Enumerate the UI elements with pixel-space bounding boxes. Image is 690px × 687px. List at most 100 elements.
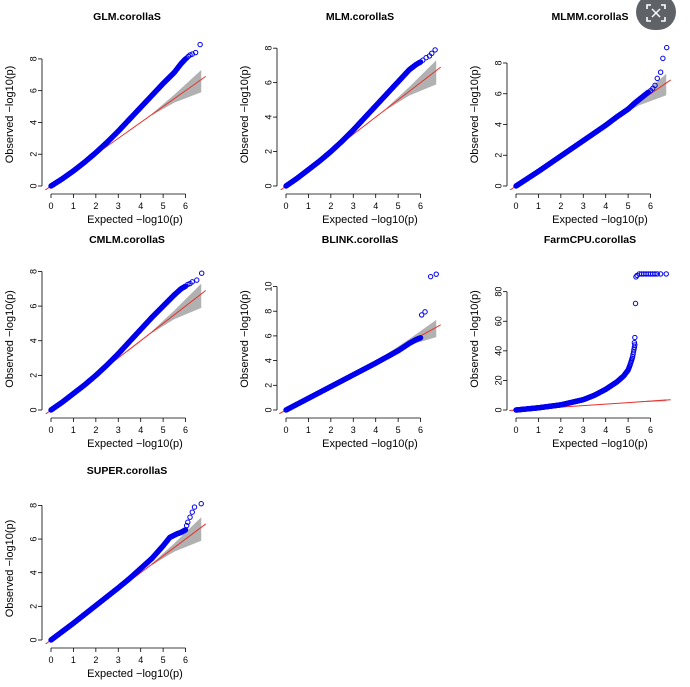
qq-point [660,55,666,62]
y-tick-label: 2 [263,383,273,388]
x-tick-label: 6 [183,655,188,665]
expand-image-button[interactable] [636,0,676,30]
y-tick-label: 0 [493,407,503,412]
qq-panel: GLM.corollaS 0 1 2 3 4 5 6 0 2 4 6 8 Expected −log10(… [4,11,207,226]
y-tick-label: 2 [263,149,273,154]
qq-point [183,522,190,529]
x-tick-label: 3 [581,425,586,435]
qq-point [189,509,195,515]
y-axis-label: Observed −log10(p) [469,66,481,164]
y-tick-label: 0 [263,407,273,412]
x-tick-label: 3 [116,201,121,211]
y-tick-label: 6 [263,80,273,85]
plot-area [44,501,207,644]
x-tick-label: 2 [558,425,563,435]
y-tick-label: 2 [28,373,38,378]
y-axis-label: Observed −log10(p) [4,66,16,164]
qq-point [198,270,205,276]
y-tick-label: 8 [263,46,273,51]
qq-point [654,271,660,277]
x-tick-label: 6 [418,425,423,435]
confidence-band [151,70,202,116]
x-tick-label: 6 [183,201,188,211]
qq-point [197,41,203,48]
plot-title: MLM.corollaS [326,11,394,23]
plot-area [279,47,442,190]
qq-point [429,50,435,57]
x-tick-label: 1 [306,425,311,435]
plot-area [509,271,671,413]
qq-panel: BLINK.corollaS 0 1 2 3 4 5 6 0 2 4 6 8 10 Expected −lo… [239,234,441,450]
x-tick-label: 3 [116,655,121,665]
x-axis-label: Expected −log10(p) [552,214,648,226]
qq-point [432,47,438,53]
y-tick-label: 0 [493,183,503,188]
plot-title: GLM.corollaS [93,11,161,23]
qq-point [657,69,664,75]
confidence-band [386,60,437,110]
qq-point [187,514,193,520]
x-tick-label: 3 [351,425,356,435]
x-tick-label: 5 [396,425,401,435]
x-tick-label: 0 [283,201,288,211]
x-tick-label: 1 [71,425,76,435]
confidence-band [151,283,202,333]
x-tick-label: 6 [418,201,423,211]
x-tick-label: 6 [183,425,188,435]
y-axis-label: Observed −log10(p) [239,290,251,388]
y-tick-label: 4 [28,338,38,343]
y-tick-label: 8 [28,56,38,61]
x-tick-label: 1 [306,201,311,211]
y-tick-label: 40 [493,346,503,356]
y-tick-label: 4 [28,120,38,125]
x-tick-label: 3 [581,201,586,211]
qq-point [422,309,428,315]
y-tick-label: 6 [28,537,38,542]
x-tick-label: 1 [536,201,541,211]
x-tick-label: 5 [161,655,166,665]
x-tick-label: 0 [513,201,518,211]
x-tick-label: 4 [138,655,143,665]
qq-point [652,271,658,277]
plot-area [509,44,672,190]
qq-panel: SUPER.corollaS 0 1 2 3 4 5 6 0 2 4 6 8 Expected −log1… [4,465,207,680]
y-tick-label: 4 [493,122,503,127]
y-tick-label: 6 [28,88,38,93]
qq-point [632,342,638,348]
x-tick-label: 6 [648,201,653,211]
x-axis-label: Expected −log10(p) [87,214,183,226]
y-tick-label: 10 [263,282,273,292]
x-tick-label: 2 [558,201,563,211]
x-tick-label: 5 [161,201,166,211]
y-tick-label: 80 [493,287,503,297]
x-tick-label: 4 [603,201,608,211]
x-tick-label: 5 [626,425,631,435]
qq-point [663,44,670,51]
y-axis-label: Observed −log10(p) [239,66,251,164]
qq-point [427,273,434,280]
y-tick-label: 4 [263,115,273,120]
x-axis-label: Expected −log10(p) [552,438,648,450]
qq-point [652,82,658,88]
y-tick-label: 4 [28,570,38,575]
y-tick-label: 0 [28,407,38,412]
plot-title: BLINK.corollaS [322,234,398,246]
qq-point [632,334,638,341]
x-tick-label: 2 [93,201,98,211]
x-tick-label: 6 [648,425,653,435]
y-tick-label: 2 [493,153,503,158]
x-tick-label: 0 [513,425,518,435]
y-tick-label: 0 [28,637,38,642]
y-tick-label: 60 [493,316,503,326]
y-tick-label: 0 [28,183,38,188]
plot-title: SUPER.corollaS [87,465,168,477]
qq-point [185,519,191,525]
y-tick-label: 8 [28,503,38,508]
x-tick-label: 4 [603,425,608,435]
confidence-band [151,517,202,566]
qq-point [191,504,198,510]
plot-title: FarmCPU.corollaS [544,234,636,246]
plot-area [279,271,441,414]
